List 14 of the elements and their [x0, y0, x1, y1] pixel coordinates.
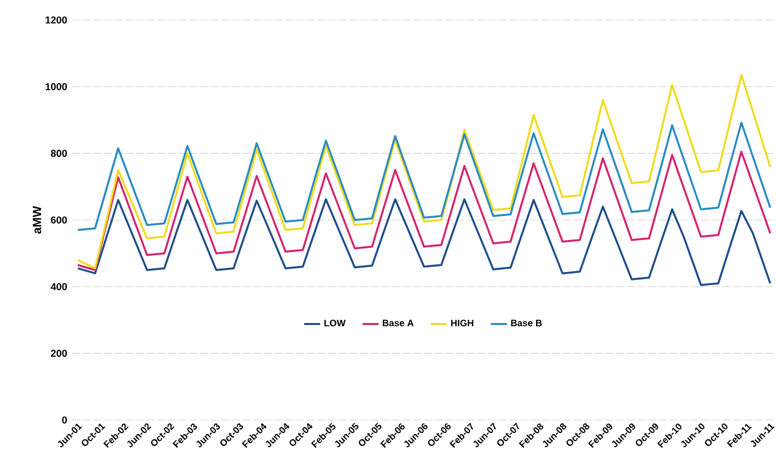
legend-label: Base A	[382, 320, 414, 326]
y-tick-label: 200	[50, 350, 67, 357]
y-tick-label: 1200	[46, 16, 67, 24]
legend-label: Base B	[511, 320, 542, 326]
legend-label: HIGH	[451, 320, 474, 326]
y-tick-label: 400	[50, 283, 67, 290]
y-axis-title: aMW	[32, 206, 42, 234]
y-tick-label: 0	[62, 416, 67, 424]
y-tick-label: 800	[50, 150, 67, 157]
y-tick-label: 1000	[46, 83, 67, 90]
y-tick-label: 600	[50, 216, 67, 224]
line-series	[76, 150, 772, 271]
line-series	[76, 122, 772, 231]
legend-label: LOW	[324, 320, 346, 326]
